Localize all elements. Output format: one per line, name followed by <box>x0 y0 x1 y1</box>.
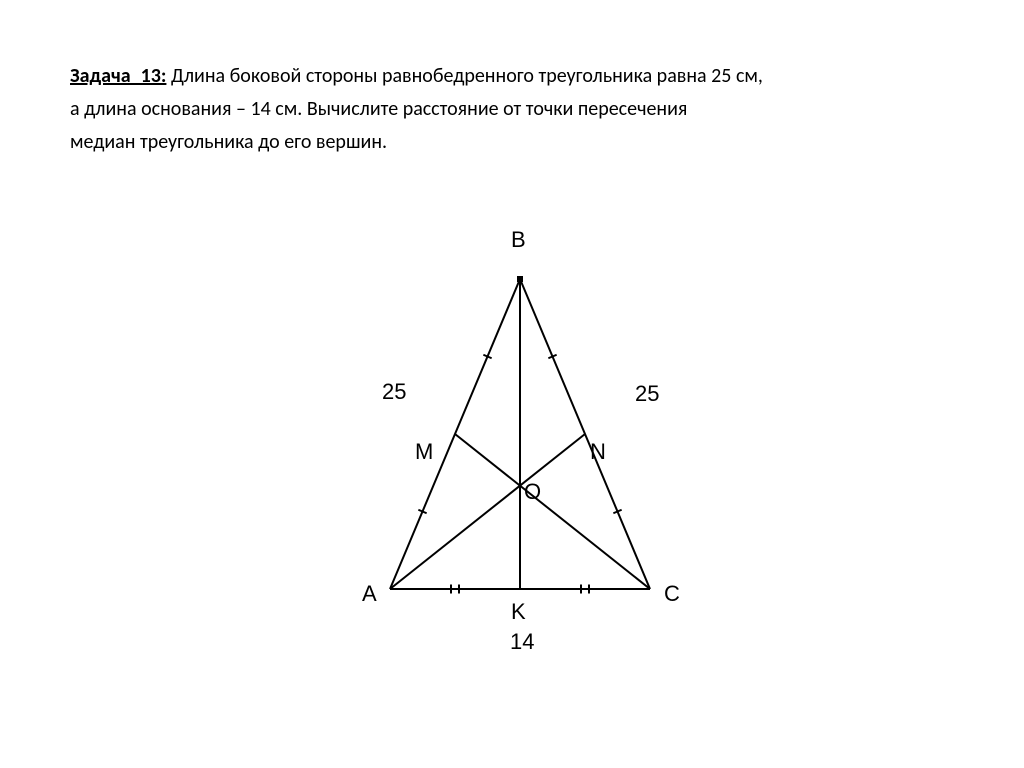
problem-line1: Длина боковой стороны равнобедренного тр… <box>166 64 763 88</box>
centroid-label-O: O <box>524 479 541 505</box>
vertex-label-B: B <box>511 227 526 253</box>
triangle-diagram: A B C M N K O 25 25 14 <box>320 209 740 669</box>
point-dot-B <box>517 276 523 282</box>
problem-line3: медиан треугольника до его вершин. <box>70 130 387 154</box>
problem-line2: а длина основания – 14 см. Вычислите рас… <box>70 97 687 121</box>
midpoint-label-M: M <box>415 439 433 465</box>
vertex-label-C: C <box>664 581 680 607</box>
vertex-label-A: A <box>362 581 377 607</box>
problem-label: Задача_13: <box>70 64 166 88</box>
problem-text: Задача_13: Длина боковой стороны равнобе… <box>70 60 954 159</box>
midpoint-label-N: N <box>590 439 606 465</box>
median-CM <box>455 434 650 589</box>
side-length-bottom: 14 <box>510 629 534 655</box>
side-length-left: 25 <box>382 379 406 405</box>
side-length-right: 25 <box>635 381 659 407</box>
midpoint-label-K: K <box>511 599 526 625</box>
